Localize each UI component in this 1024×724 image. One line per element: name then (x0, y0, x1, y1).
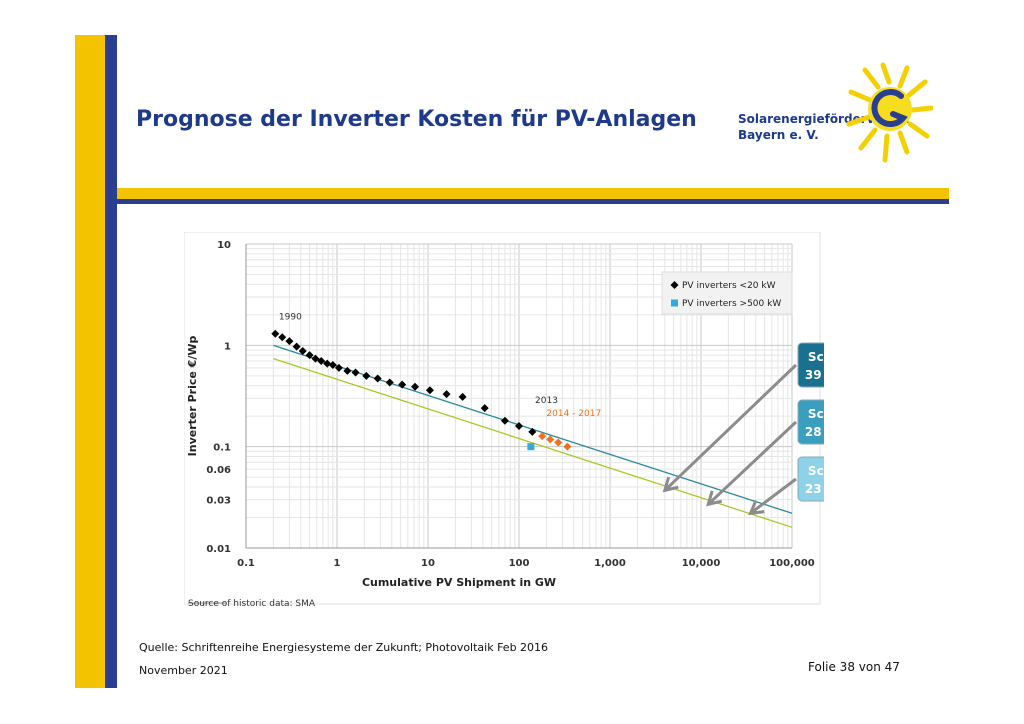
data-point-diamond (442, 390, 451, 399)
data-point-diamond (271, 329, 280, 338)
legend-swatch-square (671, 299, 678, 307)
scenario-arrow (749, 477, 797, 515)
inverter-price-chart: 0.1 1 10 100 1,000 10,000 100,000 0.01 0.03 0.06 0… (183, 231, 895, 609)
data-point-diamond (305, 351, 314, 360)
y-tick-label: 10 (217, 240, 231, 251)
legend-swatch-diamond (670, 281, 679, 289)
scenario-value: 39 EUR/kWp (805, 368, 824, 382)
scenario-box: Scenario 1: 39 EUR/kWp (797, 342, 895, 388)
data-point-diamond (458, 392, 467, 401)
data-point-diamond (373, 374, 382, 383)
y-tick-label: 0.1 (213, 443, 231, 454)
page-number: Folie 38 von 47 (808, 660, 900, 674)
chart-legend: PV inverters <20 kW PV inverters >500 kW (661, 271, 793, 315)
data-point-diamond (334, 363, 343, 372)
x-tick-label: 0.1 (237, 558, 255, 569)
scenario-value: 23 EUR/kWp (805, 482, 824, 496)
data-point-diamond (311, 354, 320, 363)
data-point-diamond (362, 371, 371, 380)
data-point-diamond (546, 435, 555, 444)
chart-annotation: 1990 (279, 312, 302, 322)
source-citation: Quelle: Schriftenreihe Energiesysteme de… (139, 641, 549, 654)
left-accent-blue (105, 35, 117, 688)
scenario-arrow-head (748, 499, 765, 516)
historic-data-source: Source of historic data: SMA (188, 599, 316, 607)
scenario-title: Scenario 1: (808, 350, 824, 364)
data-point-square (527, 443, 535, 451)
scenario-arrow-head (706, 490, 723, 507)
data-point-diamond (285, 337, 294, 346)
logo-line-2: Bayern e. V. (738, 128, 819, 142)
slide-date: November 2021 (139, 664, 228, 677)
legend-label: PV inverters >500 kW (682, 299, 781, 309)
x-tick-label: 1 (334, 558, 341, 569)
y-tick-label: 0.03 (206, 496, 231, 507)
chart-annotation: 2014 - 2017 (546, 409, 601, 419)
x-tick-label: 10,000 (682, 558, 721, 569)
data-point-diamond (563, 442, 572, 451)
data-point-diamond (554, 438, 563, 447)
data-point-diamond (351, 368, 360, 377)
y-tick-label: 0.01 (206, 544, 231, 555)
data-point-diamond (328, 360, 337, 369)
scenario-arrow (707, 420, 798, 506)
scenario-title: Scenario 4: (808, 464, 824, 478)
header-rule-yellow (117, 188, 949, 199)
scenario-value: 28 EUR/kWp (805, 425, 824, 439)
scenario-box: Scenario 4: 23 EUR/kWp (797, 456, 895, 502)
scenario-box: Scenario 3: 28 EUR/kWp (797, 399, 895, 445)
chart-annotation: 2013 (535, 396, 558, 406)
x-tick-label: 100,000 (769, 558, 815, 569)
y-tick-label: 0.06 (206, 465, 231, 476)
data-point-diamond (411, 382, 420, 391)
x-tick-label: 10 (421, 558, 435, 569)
legend-box (661, 271, 793, 315)
y-axis-title: Inverter Price €/Wp (186, 336, 199, 457)
data-point-diamond (317, 357, 326, 366)
data-point-diamond (343, 366, 352, 375)
x-axis-title: Cumulative PV Shipment in GW (362, 576, 556, 589)
left-accent-yellow (75, 35, 105, 688)
data-point-diamond (292, 342, 301, 351)
header-rule-blue (117, 199, 949, 204)
y-tick-label: 1 (224, 341, 231, 352)
scenario-title: Scenario 3: (808, 407, 824, 421)
data-point-diamond (425, 386, 434, 395)
x-tick-label: 100 (509, 558, 530, 569)
data-point-diamond (278, 333, 287, 342)
data-point-diamond (298, 346, 307, 355)
x-tick-label: 1,000 (594, 558, 626, 569)
data-point-diamond (398, 380, 407, 389)
sun-logo-icon (846, 62, 933, 163)
data-point-diamond (538, 432, 547, 441)
scenario-arrow-head (662, 476, 679, 493)
data-point-diamond (480, 404, 489, 413)
chart-area: 0.1 1 10 100 1,000 10,000 100,000 0.01 0.03 0.06 0… (183, 231, 895, 611)
data-point-diamond (323, 359, 332, 368)
data-point-diamond (515, 421, 523, 430)
scenario-arrow (663, 363, 798, 492)
slide-title: Prognose der Inverter Kosten für PV-Anla… (136, 107, 697, 132)
data-point-diamond (385, 378, 394, 387)
trend-line (273, 357, 793, 528)
legend-label: PV inverters <20 kW (682, 281, 776, 291)
data-point-diamond (528, 427, 537, 436)
data-point-diamond (500, 416, 509, 425)
